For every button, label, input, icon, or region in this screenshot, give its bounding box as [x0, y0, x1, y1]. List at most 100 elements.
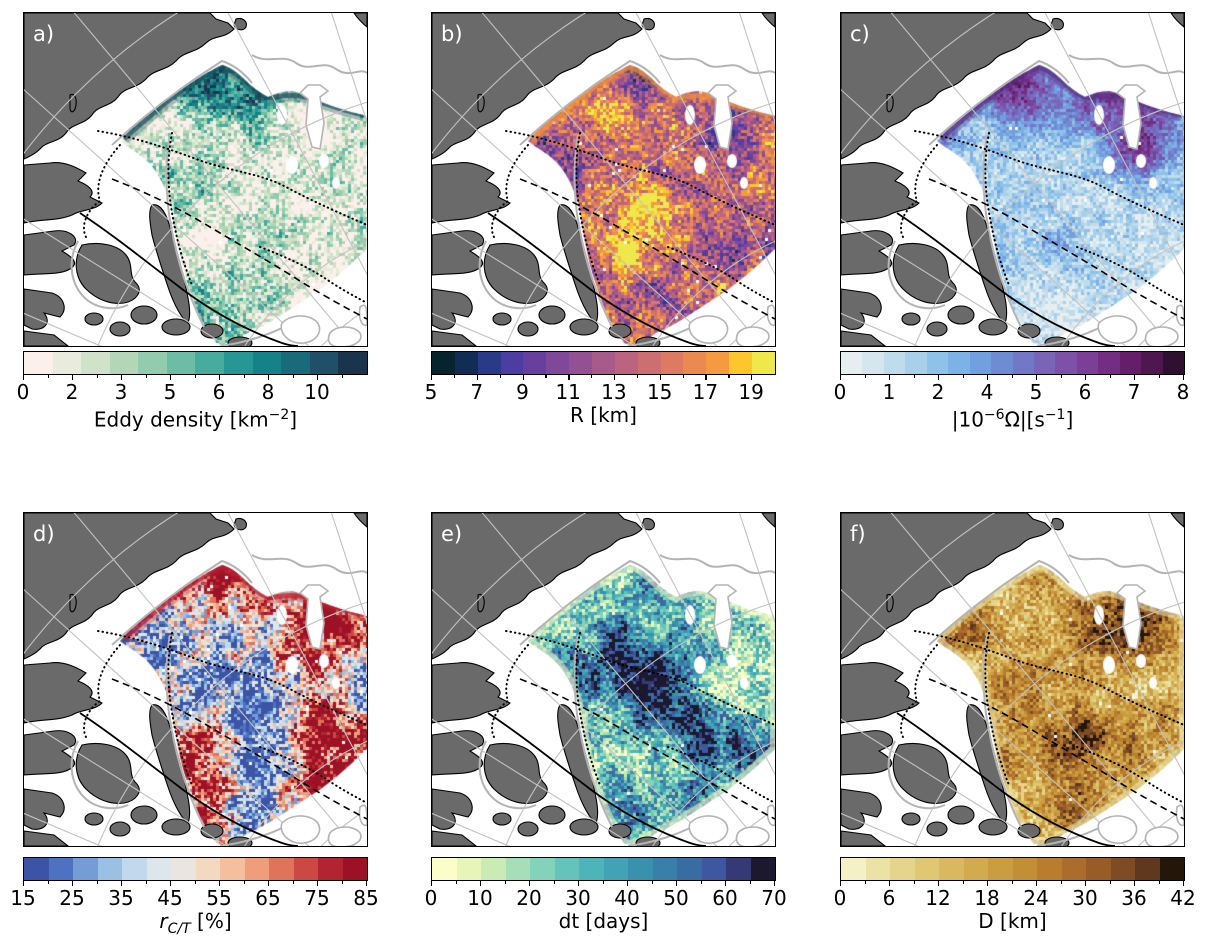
colorbar-segment [1098, 352, 1120, 374]
colorbar-tick [636, 375, 639, 379]
colorbar-segment [905, 352, 927, 374]
land-mass [1170, 13, 1184, 28]
colorbar-tick [705, 375, 707, 380]
contour-dotted [167, 132, 193, 286]
island [538, 305, 566, 325]
colorbar-tick [774, 881, 776, 886]
graticule-line [24, 312, 103, 346]
map: c) [840, 12, 1185, 347]
graticule-line [432, 89, 718, 346]
graticule-line [227, 513, 367, 776]
colorbar-tick-label: 17 [692, 380, 719, 404]
graticule-line [635, 13, 775, 276]
colorbar-segment [862, 352, 884, 374]
colorbar-tick [613, 375, 616, 380]
graticule-line [841, 89, 1127, 346]
colorbar-tick [23, 375, 25, 380]
graticule-line [841, 718, 1045, 846]
colorbar-segment [244, 858, 269, 880]
colorbar-segment [1162, 352, 1184, 374]
map: a) [23, 12, 368, 347]
colorbar-tick [749, 881, 751, 885]
contour-dotted [490, 644, 529, 738]
contour-dotted [899, 644, 938, 738]
land-mass [24, 162, 103, 224]
colorbar-segment [865, 858, 890, 880]
colorbar-segment [948, 352, 970, 374]
island [926, 321, 948, 337]
panel-letter: b) [441, 22, 463, 46]
contour-solid [487, 712, 707, 846]
colorbar-tick [913, 375, 915, 379]
colorbar-tick-label: 9 [516, 380, 529, 404]
colorbar-tick [317, 881, 319, 886]
island-outline [280, 815, 321, 844]
colorbar-tick [553, 881, 555, 885]
contour-dotted [505, 630, 775, 726]
land-mass [841, 830, 886, 846]
bathymetry-line [928, 559, 1070, 646]
colorbar-segment [293, 858, 318, 880]
colorbar-tick [1060, 881, 1062, 885]
island-outline [1175, 804, 1184, 827]
graticule-line [432, 589, 718, 846]
colorbar-tick [268, 375, 270, 380]
colorbar-tick-label: 15 [10, 886, 36, 910]
island [130, 805, 158, 825]
island [517, 321, 539, 337]
colorbar-tick [121, 881, 123, 886]
colorbar-tick [522, 375, 524, 380]
colorbar-segment [342, 858, 367, 880]
bathymetry-line [165, 134, 205, 328]
land-mass [353, 513, 367, 528]
graticule-arc [505, 101, 775, 346]
colorbar-label: D [km] [978, 909, 1047, 933]
colorbar-segment [220, 858, 245, 880]
colorbar-tick-label: 0 [833, 886, 847, 910]
bathymetry-line [1068, 554, 1184, 575]
land-mass [483, 242, 548, 304]
contour-dotted [82, 144, 121, 238]
land-mass [1170, 513, 1184, 528]
island-outline [1175, 304, 1184, 327]
colorbar-tick-label: 25 [59, 886, 85, 910]
colorbar [840, 857, 1185, 881]
bathymetry-line [982, 634, 1022, 828]
colorbar-tick [47, 375, 49, 379]
colorbar-tick-label: 75 [304, 886, 330, 910]
colorbar-tick-label: 15 [646, 380, 673, 404]
colorbar-segment [592, 352, 615, 374]
island [926, 821, 948, 837]
island [947, 305, 975, 325]
colorbar-segment [309, 352, 339, 374]
colorbar-segment [432, 858, 457, 880]
colorbar-tick [194, 881, 196, 885]
contour-dashed [519, 678, 775, 820]
land-mass [841, 730, 893, 776]
island-outline [327, 326, 362, 346]
colorbar-tick-label: 42 [1170, 886, 1196, 910]
map-panel: a) 0 2 3 5 6 8 10 Eddy density [km−2] [17, 12, 368, 432]
colorbar-tick [676, 881, 678, 886]
colorbar-ticks: 5 7 9 11 13 15 17 19 [425, 375, 776, 405]
colorbar-tick [1036, 375, 1038, 380]
panel-letter: c) [850, 22, 870, 46]
contour-dotted [984, 132, 1010, 286]
colorbar-tick-label: 0 [833, 380, 847, 404]
colorbar-segment [1159, 858, 1184, 880]
contour-dotted [914, 630, 1184, 726]
colorbar-tick-label: 10 [304, 380, 330, 404]
colorbar-segment [48, 858, 73, 880]
land-mass [75, 742, 140, 804]
island [569, 818, 599, 836]
colorbar-segment [603, 858, 628, 880]
colorbar-tick-label: 20 [516, 886, 542, 910]
map-overlay: a) [24, 13, 367, 346]
colorbar-tick-label: 8 [1176, 380, 1190, 404]
map: d) [23, 512, 368, 847]
colorbar-tick [480, 881, 482, 886]
colorbar-segment [146, 858, 171, 880]
colorbar-segment [841, 352, 863, 374]
colorbar-tick [864, 375, 866, 379]
colorbar-tick-label: 40 [614, 886, 640, 910]
